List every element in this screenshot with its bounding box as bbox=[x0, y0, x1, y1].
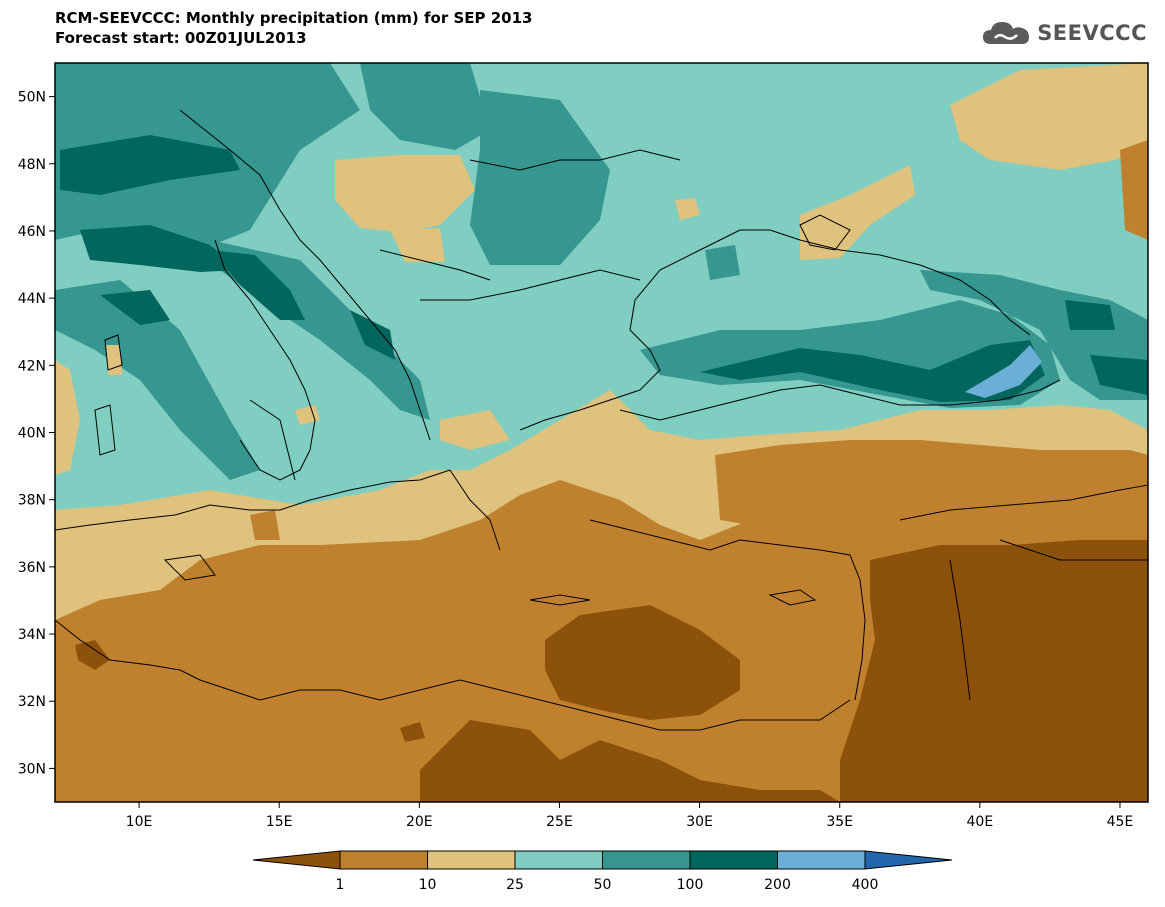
colorbar-label: 50 bbox=[594, 877, 612, 893]
lon-tick-label: 25E bbox=[546, 814, 573, 830]
lon-tick-label: 40E bbox=[967, 814, 994, 830]
colorbar-swatch bbox=[689, 850, 778, 870]
lat-tick-label: 44N bbox=[18, 291, 46, 307]
band-lt-1 bbox=[75, 540, 1148, 802]
colorbar-label: 1 bbox=[336, 877, 345, 893]
colorbar-label: 200 bbox=[764, 877, 791, 893]
colorbar-swatch-high bbox=[864, 850, 953, 870]
lon-tick-label: 30E bbox=[686, 814, 713, 830]
title-line-1: RCM-SEEVCCC: Monthly precipitation (mm) … bbox=[55, 9, 533, 27]
colorbar-swatch bbox=[514, 850, 603, 870]
lat-tick-label: 34N bbox=[18, 627, 46, 643]
coastlines bbox=[55, 109, 1148, 731]
colorbar: 1 10 25 50 100 200 400 bbox=[252, 850, 953, 893]
band-100-200 bbox=[60, 135, 1148, 402]
colorbar-swatch bbox=[602, 850, 691, 870]
lon-tick-label: 20E bbox=[406, 814, 433, 830]
precipitation-field bbox=[55, 63, 1148, 802]
colorbar-swatch bbox=[777, 850, 866, 870]
longitude-axis: 10E 15E 20E 25E 30E 35E 40E 45E bbox=[126, 802, 1134, 830]
lon-tick-label: 45E bbox=[1107, 814, 1134, 830]
logo-text: SEEVCCC bbox=[1037, 21, 1147, 45]
seevccc-logo: SEEVCCC bbox=[981, 18, 1147, 48]
colorbar-swatch-low bbox=[252, 850, 341, 870]
lat-tick-label: 46N bbox=[18, 224, 46, 240]
lat-tick-label: 40N bbox=[18, 426, 46, 442]
map-title: RCM-SEEVCCC: Monthly precipitation (mm) … bbox=[55, 8, 532, 48]
colorbar-label: 25 bbox=[506, 877, 524, 893]
lat-tick-label: 30N bbox=[18, 761, 46, 777]
lon-tick-label: 35E bbox=[826, 814, 853, 830]
lon-tick-label: 15E bbox=[266, 814, 293, 830]
lat-tick-label: 38N bbox=[18, 493, 46, 509]
lat-tick-label: 42N bbox=[18, 358, 46, 374]
lon-tick-label: 10E bbox=[126, 814, 153, 830]
band-200-400 bbox=[965, 345, 1042, 398]
colorbar-label: 10 bbox=[419, 877, 437, 893]
title-line-2: Forecast start: 00Z01JUL2013 bbox=[55, 29, 307, 47]
colorbar-label: 400 bbox=[852, 877, 879, 893]
latitude-axis: 50N 48N 46N 44N 42N 40N 38N 36N 34N 32N 30N bbox=[18, 90, 55, 777]
lat-tick-label: 32N bbox=[18, 694, 46, 710]
colorbar-swatch bbox=[339, 850, 428, 870]
lat-tick-label: 48N bbox=[18, 157, 46, 173]
cloud-icon bbox=[983, 22, 1030, 44]
colorbar-swatch bbox=[427, 850, 516, 870]
lat-tick-label: 50N bbox=[18, 90, 46, 106]
colorbar-label: 100 bbox=[677, 877, 704, 893]
lat-tick-label: 36N bbox=[18, 560, 46, 576]
